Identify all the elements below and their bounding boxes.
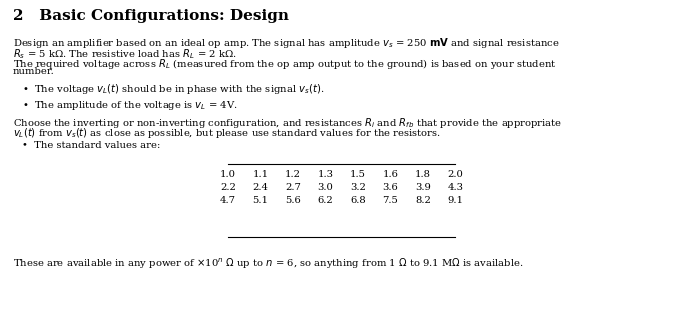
Text: 1.0: 1.0: [220, 170, 236, 179]
Text: 9.1: 9.1: [448, 196, 464, 205]
Text: 1.1: 1.1: [252, 170, 268, 179]
Text: 2.0: 2.0: [448, 170, 464, 179]
Text: 1.8: 1.8: [415, 170, 431, 179]
Text: 5.6: 5.6: [285, 196, 301, 205]
Text: 3.6: 3.6: [383, 183, 398, 192]
Text: 2.7: 2.7: [285, 183, 301, 192]
Text: 7.5: 7.5: [383, 196, 398, 205]
Text: Design an amplifier based on an ideal op amp. The signal has amplitude $v_s$ = 2: Design an amplifier based on an ideal op…: [13, 36, 560, 50]
Text: 2.4: 2.4: [253, 183, 268, 192]
Text: 1.3: 1.3: [318, 170, 333, 179]
Text: $v_L(t)$ from $v_s(t)$ as close as possible, but please use standard values for : $v_L(t)$ from $v_s(t)$ as close as possi…: [13, 126, 441, 140]
Text: These are available in any power of $\times$10$^n$ $\Omega$ up to $n$ = 6, so an: These are available in any power of $\ti…: [13, 257, 524, 271]
Text: 2   Basic Configurations: Design: 2 Basic Configurations: Design: [13, 9, 289, 23]
Text: 2.2: 2.2: [220, 183, 236, 192]
Text: 4.3: 4.3: [448, 183, 464, 192]
Text: The required voltage across $R_L$ (measured from the op amp output to the ground: The required voltage across $R_L$ (measu…: [13, 57, 556, 71]
Text: 6.8: 6.8: [350, 196, 366, 205]
Text: number.: number.: [13, 67, 55, 76]
Text: 3.9: 3.9: [415, 183, 431, 192]
Text: $R_s$ = 5 kΩ. The resistive load has $R_L$ = 2 kΩ.: $R_s$ = 5 kΩ. The resistive load has $R_…: [13, 47, 237, 61]
Text: •  The voltage $v_L(t)$ should be in phase with the signal $v_s(t)$.: • The voltage $v_L(t)$ should be in phas…: [22, 82, 324, 96]
Text: 4.7: 4.7: [220, 196, 236, 205]
Text: •  The standard values are:: • The standard values are:: [22, 141, 160, 150]
Text: •  The amplitude of the voltage is $v_L$ = 4V.: • The amplitude of the voltage is $v_L$ …: [22, 99, 238, 112]
Text: 3.0: 3.0: [318, 183, 333, 192]
Text: 1.5: 1.5: [350, 170, 366, 179]
Text: 3.2: 3.2: [350, 183, 366, 192]
Text: 1.2: 1.2: [285, 170, 301, 179]
Text: 5.1: 5.1: [253, 196, 268, 205]
Text: Choose the inverting or non-inverting configuration, and resistances $R_i$ and $: Choose the inverting or non-inverting co…: [13, 116, 562, 130]
Text: 1.6: 1.6: [383, 170, 398, 179]
Text: 6.2: 6.2: [318, 196, 333, 205]
Text: 8.2: 8.2: [415, 196, 431, 205]
